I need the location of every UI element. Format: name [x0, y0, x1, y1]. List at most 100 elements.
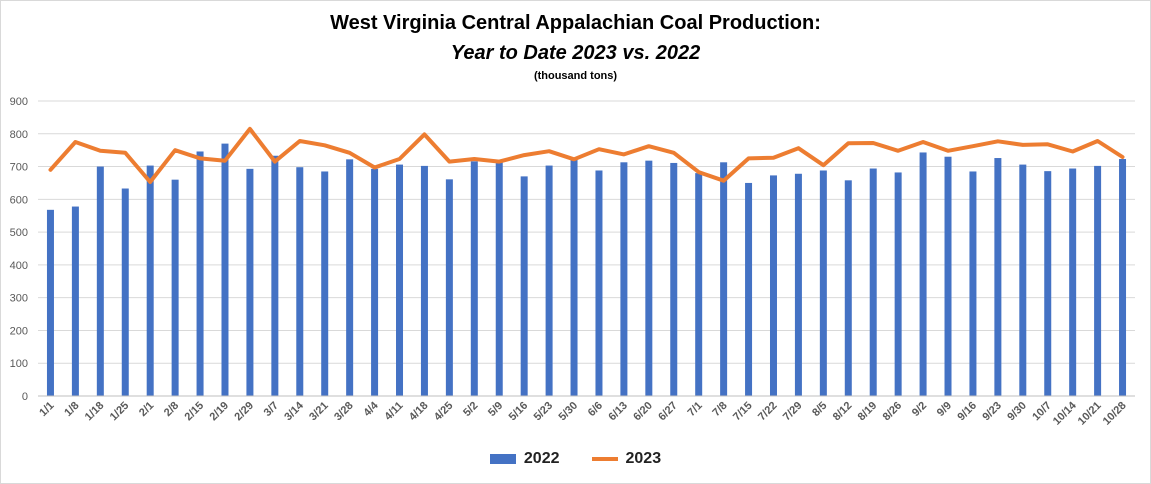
x-tick-label: 5/30 [557, 400, 581, 424]
bar-2022-6/6 [595, 170, 603, 396]
y-tick-label: 500 [10, 227, 28, 239]
legend-item-2023: 2023 [591, 450, 662, 468]
x-tick-label: 3/14 [282, 399, 306, 423]
bar-2022-5/2 [470, 161, 478, 396]
x-tick-label: 9/2 [910, 400, 929, 419]
y-tick-label: 700 [10, 162, 28, 174]
x-tick-label: 2/29 [232, 400, 256, 424]
chart-subtitle: Year to Date 2023 vs. 2022 [450, 42, 701, 64]
bar-2022-1/18 [96, 166, 104, 396]
x-tick-label: 5/16 [507, 400, 531, 424]
bar-2022-9/9 [944, 156, 952, 396]
x-tick-label: 8/26 [881, 400, 905, 424]
bar-2022-10/28 [1119, 159, 1127, 396]
bar-2022-2/8 [171, 179, 179, 396]
bar-2022-4/25 [445, 179, 453, 396]
y-tick-label: 600 [10, 194, 28, 206]
x-tick-label: 5/23 [532, 400, 556, 424]
bar-2022-4/11 [396, 164, 404, 396]
bar-2022-5/30 [570, 159, 578, 396]
x-tick-label: 1/18 [83, 400, 107, 424]
bar-2022-4/4 [371, 168, 379, 396]
x-tick-label: 10/21 [1076, 400, 1104, 428]
x-tick-label: 2/8 [162, 400, 181, 419]
x-tick-label: 8/5 [810, 400, 829, 419]
bar-2022-9/16 [969, 171, 977, 396]
bar-2022-6/13 [620, 162, 628, 396]
y-tick-label: 200 [10, 325, 28, 337]
x-tick-label: 7/8 [710, 400, 729, 419]
x-tick-label: 8/12 [831, 400, 855, 424]
bar-2022-10/14 [1069, 168, 1077, 396]
bar-2022-5/16 [520, 176, 528, 396]
chart-units: (thousand tons) [533, 70, 618, 82]
legend-swatch-2023 [591, 457, 618, 461]
bar-2022-2/29 [246, 168, 254, 396]
x-tick-label: 9/16 [955, 400, 979, 424]
legend-label-2023: 2023 [625, 450, 662, 467]
x-tick-label: 1/8 [62, 400, 81, 419]
bar-2022-3/7 [271, 155, 279, 396]
x-tick-label: 9/9 [935, 400, 954, 419]
x-tick-label: 10/14 [1051, 399, 1080, 428]
bar-2022-1/1 [46, 209, 54, 396]
bar-2022-7/29 [794, 173, 802, 396]
bar-2022-8/19 [869, 168, 877, 396]
bar-2022-6/27 [670, 162, 678, 396]
x-tick-label: 4/11 [382, 400, 405, 423]
bar-2022-1/25 [121, 188, 129, 396]
bar-2022-5/9 [495, 162, 503, 396]
x-tick-label: 6/27 [656, 400, 680, 424]
x-tick-label: 5/2 [461, 400, 480, 419]
x-tick-label: 4/25 [432, 400, 456, 424]
x-tick-label: 1/25 [108, 400, 132, 424]
legend-item-2022: 2022 [489, 450, 560, 468]
bar-2022-3/14 [296, 167, 304, 396]
bar-2022-7/15 [745, 182, 753, 396]
bar-2022-9/23 [994, 158, 1002, 396]
line-2023 [48, 126, 1125, 184]
x-tick-label: 2/15 [183, 400, 207, 424]
x-tick-label: 7/22 [756, 400, 780, 424]
x-tick-label: 7/1 [686, 400, 705, 419]
x-tick-label: 9/30 [1005, 400, 1029, 424]
bar-2022-8/26 [894, 172, 902, 396]
x-tick-label: 6/13 [606, 400, 630, 424]
legend-label-2022: 2022 [523, 450, 560, 467]
bar-2022-8/5 [819, 170, 827, 396]
bar-2022-2/15 [196, 151, 204, 396]
bar-2022-6/20 [645, 160, 653, 396]
x-tick-label: 2/19 [207, 400, 231, 424]
x-tick-label: 4/4 [361, 399, 381, 419]
bar-2022-4/18 [420, 165, 428, 396]
bar-2022-7/22 [769, 175, 777, 396]
bar-2022-9/2 [919, 152, 927, 396]
bar-2022-9/30 [1019, 164, 1027, 396]
bar-2022-2/19 [221, 143, 229, 396]
x-tick-label: 7/29 [781, 400, 805, 424]
legend-swatch-2022 [489, 454, 516, 464]
bar-2022-7/1 [695, 173, 703, 396]
bar-2022-10/7 [1044, 171, 1052, 396]
x-tick-label: 10/28 [1101, 400, 1129, 428]
y-tick-label: 800 [10, 129, 28, 141]
chart-title: West Virginia Central Appalachian Coal P… [330, 12, 821, 34]
x-tick-label: 3/28 [332, 400, 356, 424]
x-tick-label: 1/1 [37, 400, 56, 419]
legend: 2022 2023 [0, 450, 1151, 468]
x-tick-label: 4/18 [407, 400, 431, 424]
y-tick-label: 0 [22, 391, 28, 403]
bar-2022-1/8 [71, 206, 79, 396]
x-tick-label: 6/20 [631, 400, 655, 424]
bar-2022-3/21 [321, 171, 329, 396]
x-tick-label: 3/7 [262, 400, 281, 419]
bar-2022-8/12 [844, 180, 852, 396]
y-tick-label: 900 [10, 96, 28, 108]
y-tick-label: 400 [10, 260, 28, 272]
x-tick-label: 2/1 [137, 400, 156, 419]
x-tick-label: 9/23 [980, 400, 1004, 424]
x-tick-label: 8/19 [856, 400, 880, 424]
x-tick-label: 3/21 [307, 400, 331, 424]
bar-2022-3/28 [346, 159, 354, 396]
